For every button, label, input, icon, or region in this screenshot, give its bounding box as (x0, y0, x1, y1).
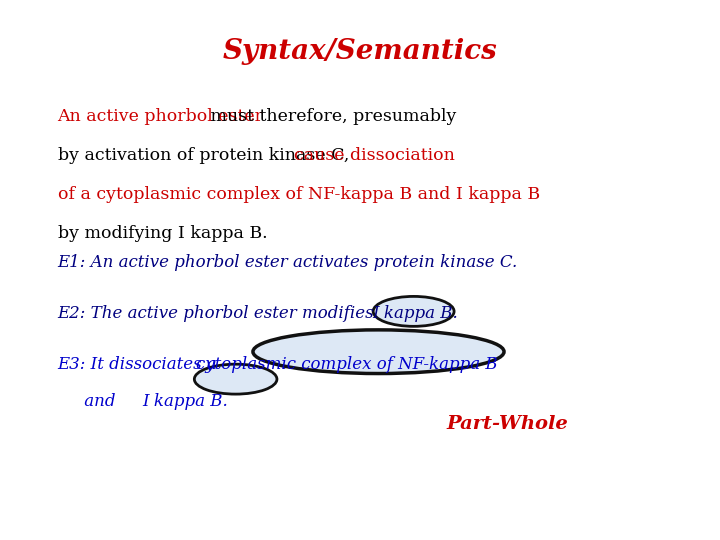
Text: E1: An active phorbol ester activates protein kinase C.: E1: An active phorbol ester activates pr… (58, 254, 518, 271)
Text: Part-Whole: Part-Whole (446, 415, 568, 433)
Text: and: and (58, 393, 120, 410)
Text: An active phorbol ester: An active phorbol ester (58, 108, 264, 125)
Text: cause dissociation: cause dissociation (294, 147, 454, 164)
Ellipse shape (253, 330, 504, 374)
Text: cytoplasmic complex of NF-kappa B: cytoplasmic complex of NF-kappa B (196, 356, 498, 373)
Text: of a cytoplasmic complex of NF-kappa B and I kappa B: of a cytoplasmic complex of NF-kappa B a… (58, 186, 540, 202)
Text: I kappa B.: I kappa B. (372, 305, 458, 322)
Ellipse shape (373, 296, 454, 326)
Text: Syntax/Semantics: Syntax/Semantics (222, 38, 498, 65)
Text: E2: The active phorbol ester modifies: E2: The active phorbol ester modifies (58, 305, 379, 322)
Text: must therefore, presumably: must therefore, presumably (205, 108, 456, 125)
Text: E3: It dissociates a: E3: It dissociates a (58, 356, 222, 373)
Text: by modifying I kappa B.: by modifying I kappa B. (58, 225, 267, 241)
Text: by activation of protein kinase C,: by activation of protein kinase C, (58, 147, 354, 164)
Ellipse shape (194, 364, 277, 394)
Text: I kappa B.: I kappa B. (143, 393, 228, 410)
